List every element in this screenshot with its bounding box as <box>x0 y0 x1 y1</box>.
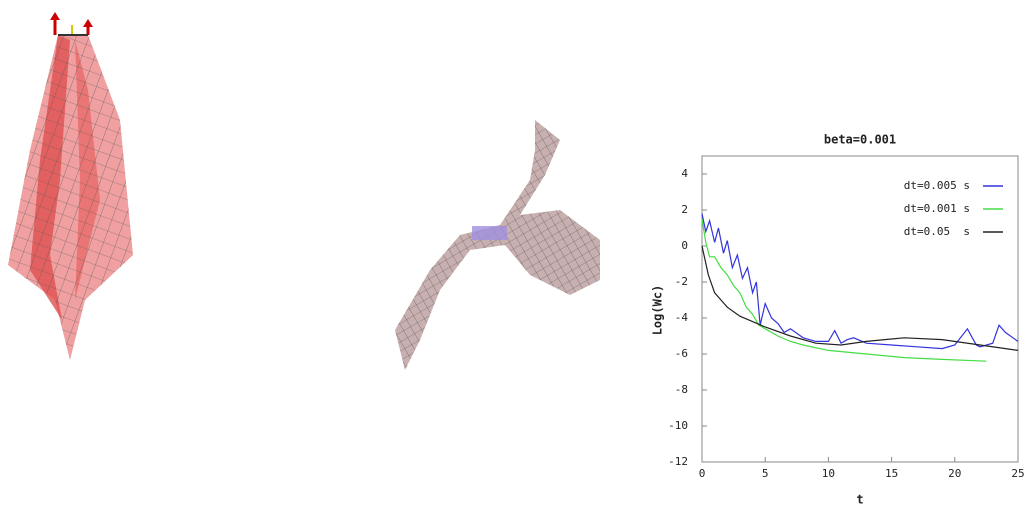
x-tick-label: 10 <box>822 467 835 480</box>
y-tick-label: 2 <box>681 203 688 216</box>
series-line <box>701 218 987 362</box>
x-tick-label: 0 <box>699 467 706 480</box>
y-tick-label: 4 <box>681 167 688 180</box>
series-line <box>701 213 1019 350</box>
y-tick-label: 0 <box>681 239 688 252</box>
legend-label: dt=0.05 s <box>904 225 970 238</box>
x-axis-label: t <box>856 493 863 507</box>
y-tick-label: -10 <box>668 419 688 432</box>
y-tick-label: -12 <box>668 455 688 468</box>
series-line <box>701 245 1019 351</box>
chart: beta=0.001 t Log(Wc) <box>651 133 1019 507</box>
x-tick-label: 5 <box>762 467 769 480</box>
x-tick-label: 20 <box>948 467 961 480</box>
plot-frame <box>701 155 1019 463</box>
chart-title: beta=0.001 <box>824 133 896 147</box>
ribbon-render <box>395 120 600 370</box>
y-tick-label: -4 <box>675 311 689 324</box>
y-tick-label: -2 <box>675 275 688 288</box>
y-axis-label: Log(Wc) <box>651 285 665 336</box>
x-tick-label: 25 <box>1011 467 1024 480</box>
y-tick-label: -6 <box>675 347 688 360</box>
legend-label: dt=0.005 s <box>904 179 970 192</box>
x-tick-label: 15 <box>885 467 898 480</box>
y-tick-label: -8 <box>675 383 688 396</box>
legend-label: dt=0.001 s <box>904 202 970 215</box>
cloth-render <box>8 12 133 360</box>
